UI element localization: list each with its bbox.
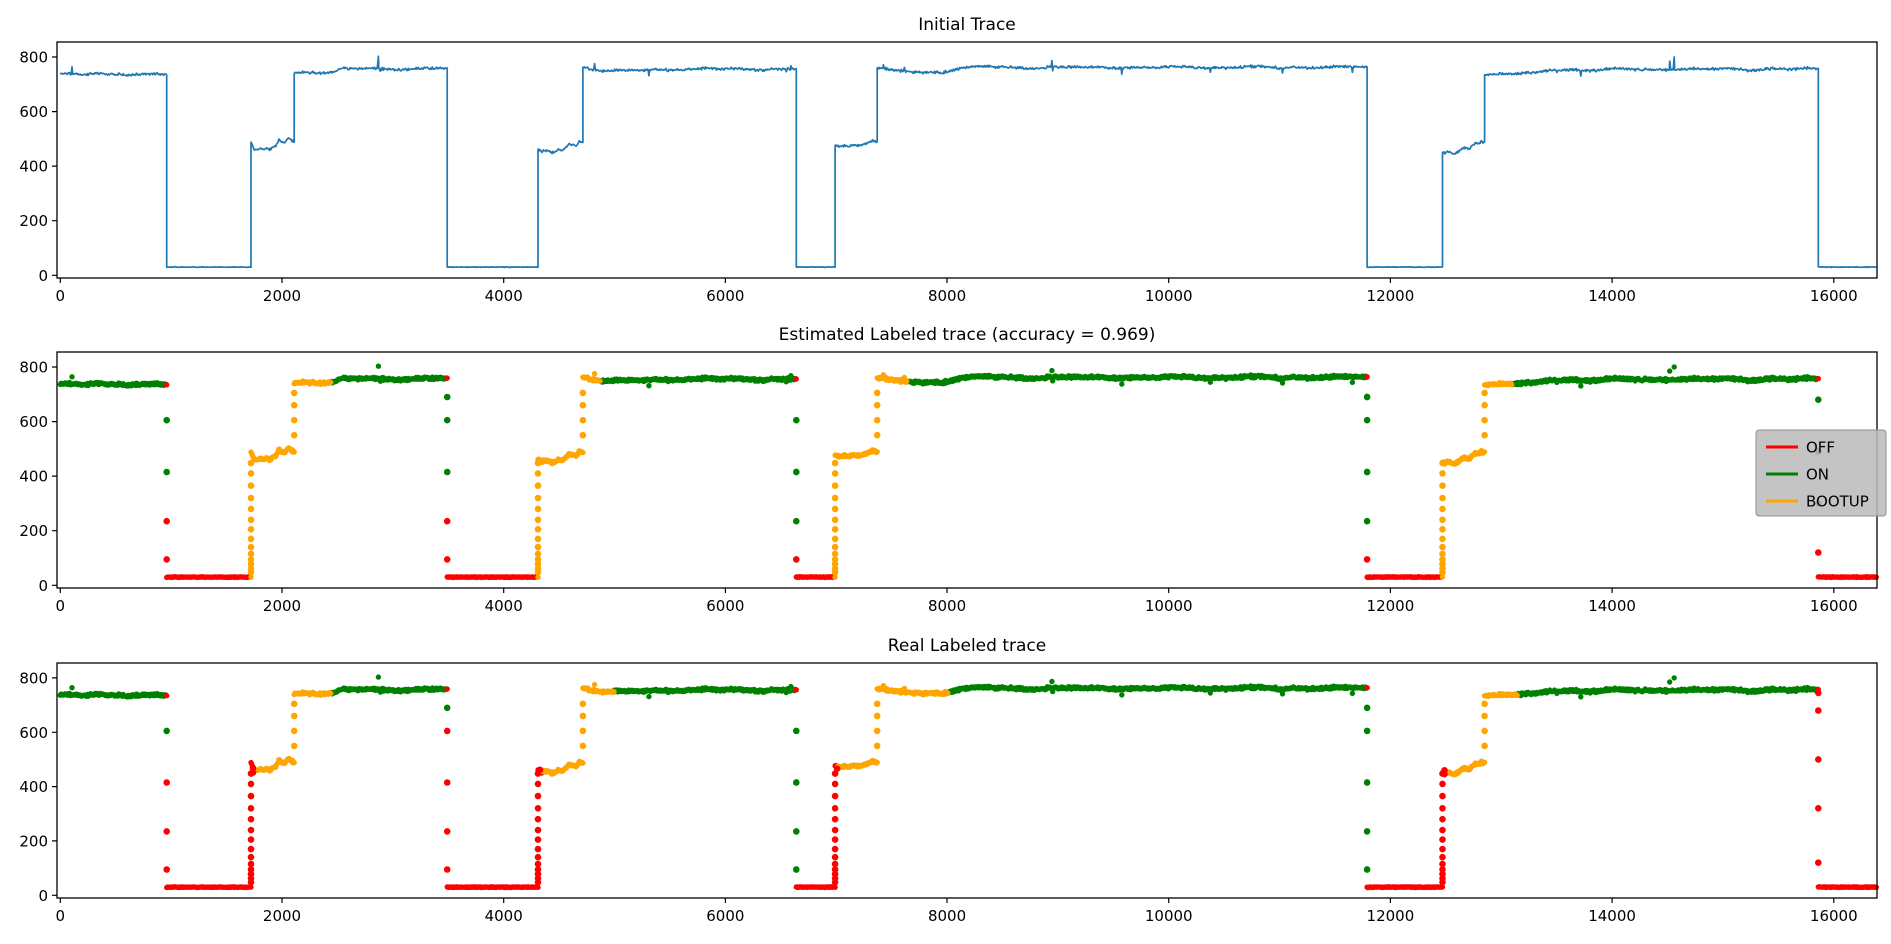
- scatter-points-bootup: [252, 681, 1520, 778]
- legend-label: OFF: [1806, 439, 1835, 457]
- y-tick-label: 600: [19, 724, 48, 742]
- transition-points-off: [163, 689, 1822, 886]
- tick-marks: [52, 56, 1835, 283]
- scatter-points-on: [57, 363, 1821, 389]
- x-tick-label: 4000: [485, 907, 523, 925]
- y-tick-label: 800: [19, 669, 48, 687]
- legend-label: BOOTUP: [1806, 493, 1869, 511]
- y-tick-label: 0: [38, 267, 48, 285]
- x-tick-label: 6000: [706, 907, 744, 925]
- x-tick-label: 2000: [263, 597, 301, 615]
- legend-item-bootup: BOOTUP: [1766, 493, 1869, 511]
- x-tick-label: 2000: [263, 907, 301, 925]
- transition-points-off: [163, 517, 1822, 563]
- x-tick-label: 10000: [1145, 287, 1193, 305]
- scatter-points-off: [164, 685, 1879, 891]
- transition-points-on: [163, 393, 1822, 525]
- y-tick-label: 400: [19, 158, 48, 176]
- x-tick-label: 8000: [928, 597, 966, 615]
- y-tick-label: 200: [19, 832, 48, 850]
- y-tick-label: 200: [19, 212, 48, 230]
- x-tick-label: 14000: [1588, 597, 1636, 615]
- y-tick-label: 600: [19, 413, 48, 431]
- x-tick-label: 16000: [1810, 907, 1858, 925]
- y-tick-label: 800: [19, 359, 48, 377]
- y-tick-label: 400: [19, 468, 48, 486]
- x-tick-label: 6000: [706, 287, 744, 305]
- axes-frame: [56, 351, 1878, 589]
- x-tick-label: 10000: [1145, 597, 1193, 615]
- scatter-points-off: [164, 374, 1879, 581]
- x-tick-label: 14000: [1588, 907, 1636, 925]
- x-tick-label: 2000: [263, 287, 301, 305]
- initial-plot-title: Initial Trace: [918, 15, 1016, 35]
- tick-marks: [52, 677, 1835, 903]
- legend-label: ON: [1806, 466, 1829, 484]
- y-tick-label: 600: [19, 103, 48, 121]
- x-tick-label: 16000: [1810, 597, 1858, 615]
- legend-item-on: ON: [1766, 466, 1829, 484]
- y-tick-label: 400: [19, 778, 48, 796]
- x-tick-label: 0: [56, 597, 66, 615]
- legend: OFF ON BOOTUP: [1755, 429, 1887, 517]
- real-plot-title: Real Labeled trace: [888, 636, 1046, 656]
- x-tick-label: 16000: [1810, 287, 1858, 305]
- x-tick-label: 6000: [706, 597, 744, 615]
- axes-frame: [56, 662, 1878, 899]
- x-tick-label: 14000: [1588, 287, 1636, 305]
- x-tick-label: 8000: [928, 907, 966, 925]
- x-tick-label: 0: [56, 907, 66, 925]
- x-tick-label: 0: [56, 287, 66, 305]
- x-tick-label: 8000: [928, 287, 966, 305]
- y-tick-label: 200: [19, 522, 48, 540]
- legend-box: [1755, 429, 1887, 517]
- transition-points-bootup: [290, 700, 1488, 750]
- tick-marks: [52, 366, 1835, 593]
- y-tick-label: 800: [19, 49, 48, 67]
- estimated-plot-title: Estimated Labeled trace (accuracy = 0.96…: [779, 325, 1156, 345]
- legend-item-off: OFF: [1766, 439, 1835, 457]
- y-tick-label: 0: [38, 577, 48, 595]
- x-tick-label: 12000: [1367, 907, 1415, 925]
- y-tick-label: 0: [38, 887, 48, 905]
- x-tick-label: 12000: [1367, 597, 1415, 615]
- transition-points-bootup: [247, 389, 1488, 576]
- x-tick-label: 10000: [1145, 907, 1193, 925]
- x-tick-label: 4000: [485, 597, 523, 615]
- scatter-points-bootup: [248, 371, 1515, 580]
- x-tick-label: 4000: [485, 287, 523, 305]
- trace-line: [59, 55, 1877, 269]
- estimated-plot: Estimated Labeled trace (accuracy = 0.96…: [19, 325, 1887, 615]
- axes-frame: [56, 41, 1878, 279]
- transition-points-on: [163, 704, 1371, 873]
- x-tick-label: 12000: [1367, 287, 1415, 305]
